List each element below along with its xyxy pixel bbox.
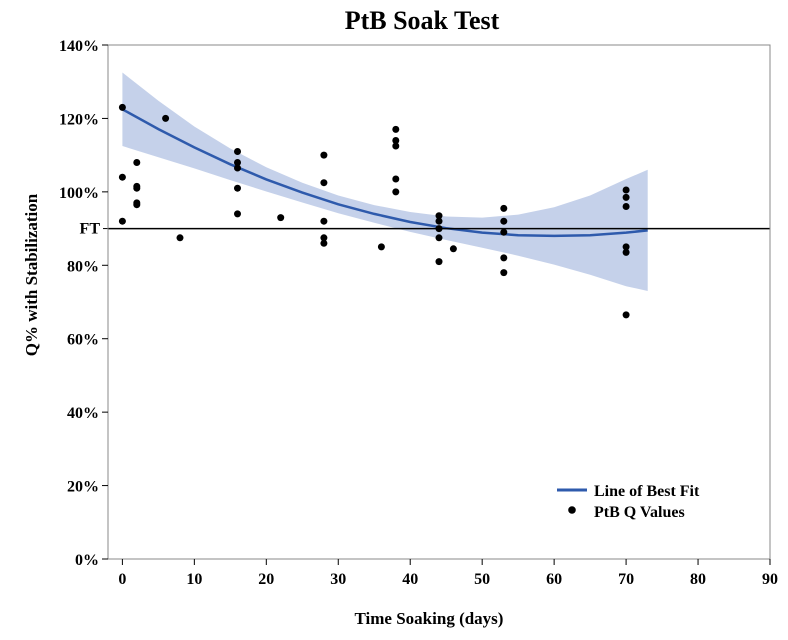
data-point xyxy=(392,125,400,133)
data-point xyxy=(277,214,285,222)
x-tick-label: 40 xyxy=(402,571,418,588)
data-point xyxy=(133,201,141,209)
data-point xyxy=(133,184,141,192)
data-point xyxy=(320,151,328,159)
data-point xyxy=(435,225,443,233)
data-point xyxy=(392,175,400,183)
data-point xyxy=(500,228,508,236)
data-point xyxy=(176,234,184,242)
x-axis-label: Time Soaking (days) xyxy=(355,609,504,628)
x-axis-ticks: 0 10 20 30 40 50 60 70 80 90 xyxy=(118,559,778,588)
data-point xyxy=(392,137,400,144)
data-point xyxy=(500,204,508,212)
data-point xyxy=(234,184,241,192)
data-point xyxy=(435,258,443,266)
y-tick-label: 80% xyxy=(67,258,99,275)
x-tick-label: 30 xyxy=(330,571,346,588)
data-point xyxy=(234,148,241,155)
data-point xyxy=(622,186,630,194)
data-point xyxy=(622,203,630,210)
data-point xyxy=(622,248,630,256)
data-point xyxy=(320,179,328,187)
y-tick-label: 60% xyxy=(67,332,99,349)
chart-title: PtB Soak Test xyxy=(345,6,500,35)
data-point xyxy=(118,173,126,181)
legend: Line of Best Fit PtB Q Values xyxy=(557,483,700,521)
legend-label-fit: Line of Best Fit xyxy=(594,483,700,500)
data-point xyxy=(377,243,385,251)
y-tick-label: 40% xyxy=(67,405,99,422)
y-axis-ticks: 0% 20% 40% 60% 80% 100% 120% 140% xyxy=(59,38,108,569)
confidence-band xyxy=(122,72,648,291)
data-points-layer xyxy=(118,103,630,319)
x-tick-label: 50 xyxy=(474,571,490,588)
data-point xyxy=(500,269,508,277)
legend-dot-swatch xyxy=(568,506,576,514)
y-tick-label: 140% xyxy=(59,38,99,55)
data-point xyxy=(622,311,630,319)
data-point xyxy=(449,245,457,253)
legend-label-points: PtB Q Values xyxy=(594,504,685,521)
reference-line-label: FT xyxy=(80,221,101,238)
x-tick-label: 70 xyxy=(618,571,634,588)
x-tick-label: 90 xyxy=(762,571,778,588)
data-point xyxy=(234,210,241,218)
data-point xyxy=(622,243,630,251)
data-point xyxy=(392,142,400,150)
x-tick-label: 10 xyxy=(186,571,202,588)
fit-line-layer xyxy=(121,108,648,238)
data-point xyxy=(133,159,141,166)
y-tick-label: 120% xyxy=(59,111,99,128)
data-point xyxy=(234,159,241,166)
y-axis-label: Q% with Stabilization xyxy=(22,193,41,356)
data-point xyxy=(118,103,126,111)
data-point xyxy=(622,193,630,201)
data-point xyxy=(500,254,508,262)
data-point xyxy=(435,212,443,220)
best-fit-line xyxy=(121,108,648,238)
data-point xyxy=(392,188,400,196)
x-tick-label: 80 xyxy=(690,571,706,588)
x-tick-label: 20 xyxy=(258,571,274,588)
confidence-band-layer xyxy=(122,72,648,291)
x-tick-label: 0 xyxy=(118,571,126,588)
y-tick-label: 100% xyxy=(59,185,99,202)
y-tick-label: 0% xyxy=(75,552,99,569)
data-point xyxy=(234,164,241,172)
data-point xyxy=(500,217,508,225)
data-point xyxy=(118,217,126,225)
data-point xyxy=(320,234,328,242)
x-tick-label: 60 xyxy=(546,571,562,588)
data-point xyxy=(162,114,170,122)
data-point xyxy=(435,217,443,225)
y-tick-label: 20% xyxy=(67,479,99,496)
data-point xyxy=(435,234,443,242)
plot-frame xyxy=(107,44,771,560)
data-point xyxy=(320,239,328,247)
data-point xyxy=(320,217,328,225)
